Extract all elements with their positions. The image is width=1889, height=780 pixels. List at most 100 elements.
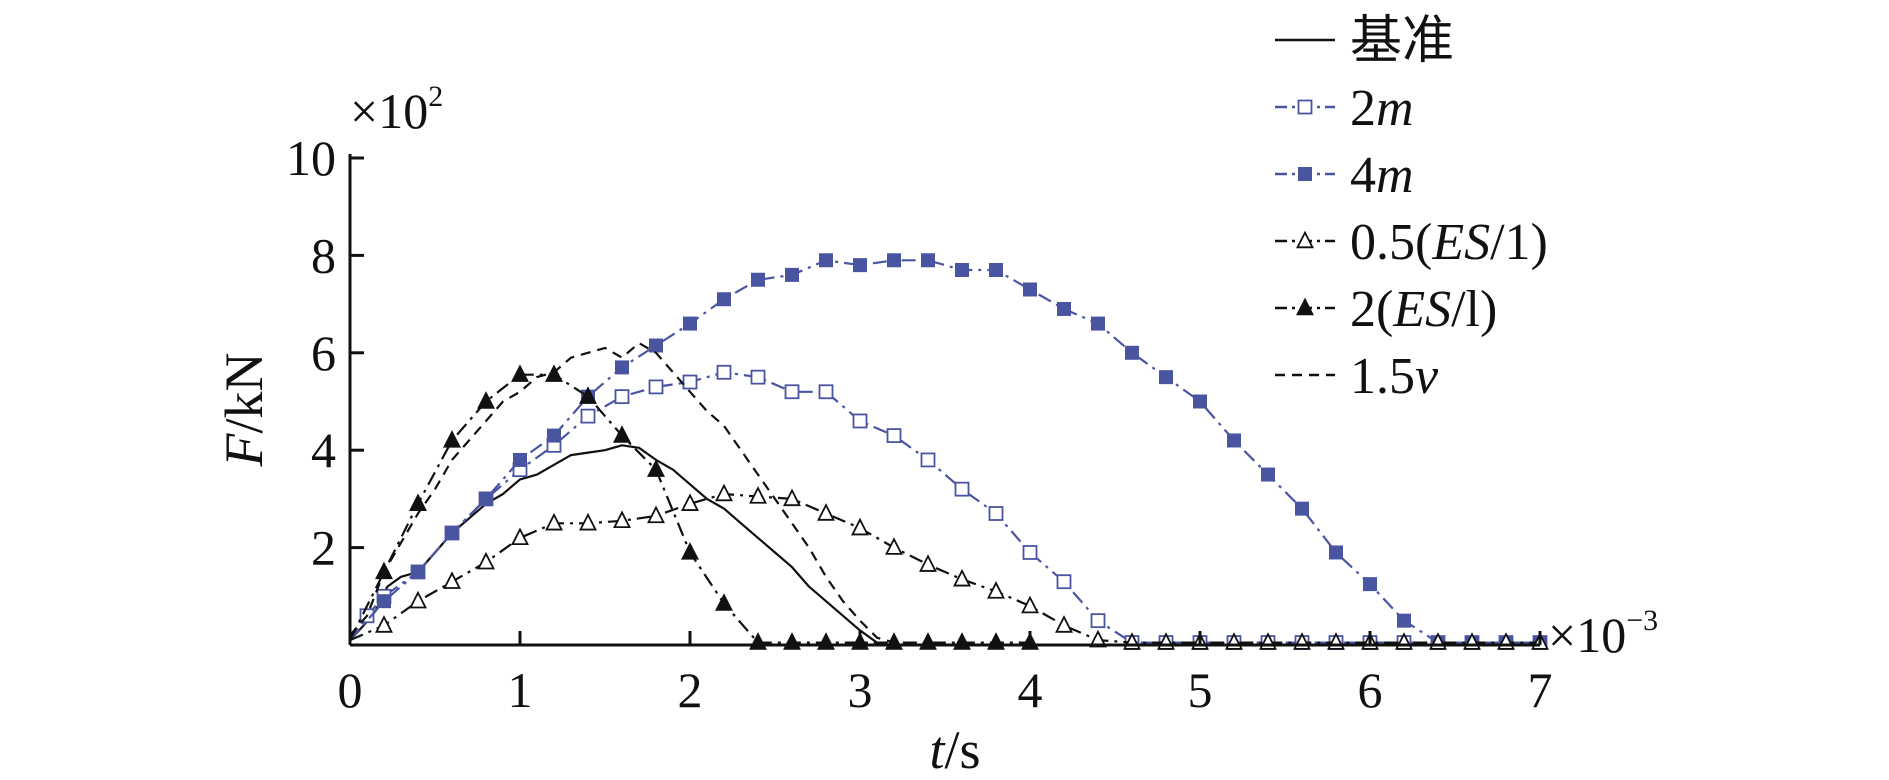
data-point xyxy=(545,364,563,382)
x-tick-label: 0 xyxy=(338,662,363,718)
data-point xyxy=(819,253,833,268)
legend-label: 0.5(ES/1) xyxy=(1350,214,1548,271)
data-point xyxy=(1329,545,1343,560)
legend-label: 基准 xyxy=(1350,13,1454,70)
x-tick-label: 1 xyxy=(508,662,533,718)
y-tick-label: 8 xyxy=(311,227,336,283)
data-point xyxy=(1091,316,1105,331)
data-point xyxy=(375,615,393,633)
data-point xyxy=(1090,613,1106,629)
data-point xyxy=(784,384,800,400)
data-point xyxy=(649,338,663,353)
data-point xyxy=(477,551,495,570)
data-point xyxy=(988,506,1004,521)
data-point xyxy=(613,425,631,443)
data-point xyxy=(716,364,732,380)
series-line xyxy=(349,342,895,644)
data-point xyxy=(683,316,697,331)
y-tick-label: 2 xyxy=(311,520,336,576)
data-point xyxy=(648,379,664,395)
x-axis-title: t/s xyxy=(929,720,980,780)
x-axis-ticks: 0 1 2 3 4 5 6 7 xyxy=(338,631,1553,718)
data-point xyxy=(989,263,1003,278)
data-point xyxy=(715,483,733,502)
series-line xyxy=(349,444,886,647)
data-point xyxy=(750,369,766,385)
legend-marker xyxy=(1296,297,1314,316)
data-point xyxy=(919,554,937,572)
data-point xyxy=(1022,545,1038,560)
x-tick-label: 6 xyxy=(1358,662,1383,718)
legend-item: 4m xyxy=(1275,147,1414,204)
data-point xyxy=(409,590,427,609)
legend-label: 2m xyxy=(1350,80,1414,137)
x-tick-label: 3 xyxy=(848,662,873,718)
legend-item: 1.5v xyxy=(1275,348,1439,405)
y-axis-ticks: 2 4 6 8 10 xyxy=(286,130,364,576)
legend: 基准 2m 4m 0.5(ES/1) 2(ES/l) 1.5v xyxy=(1275,13,1548,405)
plot-area xyxy=(349,253,1549,650)
y-tick-label: 4 xyxy=(311,422,336,478)
data-point xyxy=(681,493,699,511)
data-point xyxy=(1125,345,1139,360)
data-point xyxy=(1261,467,1275,482)
data-point xyxy=(411,564,425,579)
data-point xyxy=(1056,574,1072,590)
y-axis-title: F/kN xyxy=(214,353,274,468)
data-point xyxy=(749,486,767,504)
data-point xyxy=(613,510,631,529)
data-point xyxy=(377,594,391,609)
data-point xyxy=(955,263,969,278)
data-point xyxy=(545,512,563,531)
legend-item: 0.5(ES/1) xyxy=(1275,214,1548,271)
data-point xyxy=(886,428,902,443)
data-point xyxy=(785,267,799,282)
legend-marker xyxy=(1296,230,1314,249)
data-point xyxy=(1023,282,1037,297)
series-2 xyxy=(349,253,1547,650)
data-point xyxy=(511,364,529,382)
data-point xyxy=(1227,433,1241,448)
legend-marker xyxy=(1298,167,1312,181)
legend-marker xyxy=(1297,99,1313,115)
data-point xyxy=(614,389,630,405)
legend-item: 2m xyxy=(1275,80,1414,137)
series-3 xyxy=(349,483,1549,650)
series-line xyxy=(349,371,1540,644)
series-1 xyxy=(349,364,1548,650)
data-point xyxy=(717,292,731,307)
data-point xyxy=(443,571,461,589)
x-tick-label: 7 xyxy=(1528,662,1553,718)
data-point xyxy=(1055,615,1073,633)
legend-label: 1.5v xyxy=(1350,348,1439,405)
data-point xyxy=(885,537,903,555)
data-point xyxy=(852,413,868,429)
x-tick-label: 2 xyxy=(678,662,703,718)
data-point xyxy=(681,542,699,560)
data-point xyxy=(513,452,527,467)
data-point xyxy=(920,452,936,468)
data-point xyxy=(682,374,698,390)
data-point xyxy=(615,360,629,375)
data-point xyxy=(987,581,1005,599)
data-point xyxy=(1363,577,1377,592)
legend-item: 基准 xyxy=(1275,13,1454,70)
data-point xyxy=(715,593,733,611)
data-point xyxy=(954,481,970,497)
data-point xyxy=(887,253,901,268)
data-point xyxy=(479,491,493,506)
data-point xyxy=(443,430,461,448)
data-point xyxy=(579,386,597,404)
data-point xyxy=(477,391,495,409)
data-point xyxy=(1397,613,1411,628)
series-5 xyxy=(349,342,895,644)
data-point xyxy=(751,272,765,287)
data-point xyxy=(851,517,869,536)
y-tick-label: 6 xyxy=(311,325,336,381)
y-axis-multiplier: ×102 xyxy=(350,80,443,139)
data-point xyxy=(1193,394,1207,409)
data-point xyxy=(1057,301,1071,316)
x-tick-label: 5 xyxy=(1188,662,1213,718)
data-point xyxy=(445,525,459,540)
